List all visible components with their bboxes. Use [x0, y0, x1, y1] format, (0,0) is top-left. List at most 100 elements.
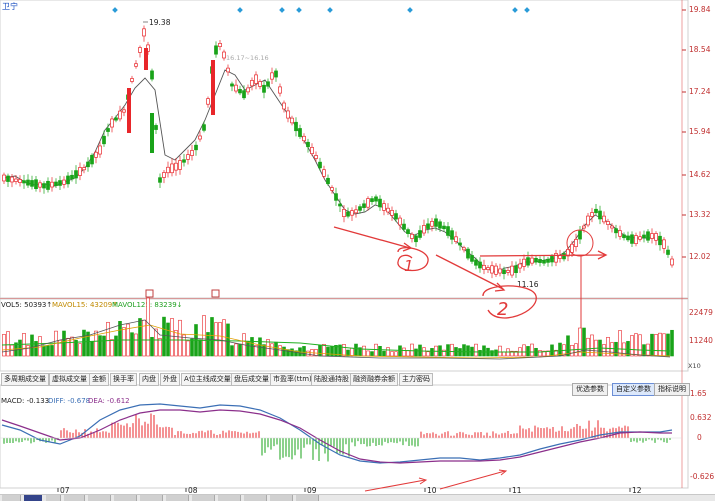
volume-bar — [162, 316, 166, 357]
candle-body — [458, 242, 462, 246]
tab-after-hours-volume[interactable]: 盘后成交量 — [231, 373, 272, 386]
volume-bar — [662, 333, 666, 357]
candle-body — [10, 176, 14, 183]
volume-bar — [222, 319, 226, 357]
info-marker-icon[interactable] — [279, 7, 285, 13]
toolbar-tab[interactable] — [192, 495, 215, 501]
macd-tick-label: 0.632 — [690, 413, 712, 422]
volume-bar — [138, 318, 142, 357]
tab-outer-volume[interactable]: 外盘 — [160, 373, 180, 386]
tab-margin-balance[interactable]: 融资融券余额 — [350, 373, 398, 386]
toolbar-tab[interactable] — [46, 495, 61, 501]
candle-body — [106, 128, 110, 132]
tab-main-force-code[interactable]: 主力密码 — [399, 373, 433, 386]
time-axis: 07 08 09 10 11 12 — [57, 486, 642, 495]
volume-bar — [578, 327, 582, 357]
optimal-params-button[interactable]: 优选参数 — [572, 383, 608, 396]
volume-bar — [638, 334, 642, 357]
candle-body — [454, 236, 458, 242]
candle-body — [174, 162, 178, 171]
candle-body — [94, 151, 98, 158]
price-candles — [2, 25, 674, 280]
volume-bar — [94, 330, 98, 357]
volume-bar — [110, 339, 114, 357]
tab-virtual-volume[interactable]: 虚拟成交量 — [49, 373, 90, 386]
toolbar-tab[interactable] — [24, 495, 42, 501]
volume-bar — [198, 339, 202, 357]
info-marker-icon[interactable] — [512, 7, 518, 13]
candle-body — [262, 84, 266, 93]
volume-bar — [202, 315, 206, 357]
indicator-help-button[interactable]: 指标说明 — [654, 383, 690, 396]
toolbar-tab[interactable] — [88, 495, 111, 501]
candle-body — [34, 179, 38, 189]
volume-bar — [318, 344, 322, 357]
info-marker-icon[interactable] — [237, 7, 243, 13]
event-badge-icon[interactable] — [145, 289, 154, 298]
volume-bar — [462, 344, 466, 357]
macd-tick-label: -0.626 — [690, 472, 714, 481]
tab-northbound-holdings[interactable]: 陆股通持股 — [311, 373, 352, 386]
candle-body — [618, 230, 622, 237]
month-label: 08 — [188, 486, 198, 495]
candle-body — [26, 179, 30, 186]
hand-annotations — [333, 226, 608, 345]
tab-turnover[interactable]: 换手率 — [110, 373, 137, 386]
mavol125-line — [1, 339, 671, 353]
candle-body — [110, 118, 114, 128]
event-badge-icon[interactable] — [211, 289, 220, 298]
info-marker-icon[interactable] — [524, 7, 530, 13]
toolbar-tab[interactable] — [244, 495, 267, 501]
volume-bar — [398, 345, 402, 357]
volume-bar — [82, 329, 86, 357]
toolbar-tab[interactable] — [270, 495, 293, 501]
candle-body — [190, 150, 194, 156]
toolbar-tab[interactable] — [64, 495, 85, 501]
volume-bar — [378, 346, 382, 357]
macd-arrow-2 — [439, 470, 506, 490]
candle-body — [594, 208, 598, 214]
custom-params-button[interactable]: 自定义参数 — [612, 383, 655, 396]
toolbar-tab[interactable] — [140, 495, 163, 501]
macd-axis: 1.65 0.632 0 -0.626 — [690, 389, 714, 481]
tab-amount[interactable]: 金额 — [89, 373, 109, 386]
toolbar-tab[interactable] — [2, 495, 21, 501]
price-ma-line — [3, 69, 666, 273]
month-label: 10 — [427, 486, 437, 495]
info-marker-icon[interactable] — [296, 7, 302, 13]
volume-bar — [442, 349, 446, 357]
volume-bar — [98, 335, 102, 357]
toolbar-tab[interactable] — [218, 495, 241, 501]
macd-arrow-1 — [364, 479, 426, 492]
info-marker-icon[interactable] — [327, 7, 333, 13]
info-marker-icon[interactable] — [112, 7, 118, 13]
tab-pe-ttm[interactable]: 市盈率(ttm) — [270, 373, 315, 386]
tab-inner-volume[interactable]: 内盘 — [139, 373, 159, 386]
toolbar-tab[interactable] — [114, 495, 137, 501]
candle-body — [170, 163, 174, 174]
tab-main-line-volume[interactable]: A位主线成交量 — [181, 373, 234, 386]
candle-body — [294, 121, 298, 132]
info-markers — [112, 7, 530, 13]
volume-bar — [618, 330, 622, 357]
volume-bar — [234, 343, 238, 357]
volume-bar — [270, 343, 274, 357]
info-marker-icon[interactable] — [407, 7, 413, 13]
toolbar-tab[interactable] — [296, 495, 319, 501]
volume-bar — [490, 350, 494, 357]
volume-bar — [178, 319, 182, 357]
tab-multi-period-volume[interactable]: 多周期成交量 — [1, 373, 49, 386]
candle-body — [74, 170, 78, 179]
volume-bar — [238, 343, 242, 357]
candle-body — [254, 74, 258, 84]
volume-bar — [478, 350, 482, 357]
volume-axis: 22479 11240 — [689, 308, 713, 345]
volume-bar — [282, 346, 286, 357]
candle-body — [362, 203, 366, 208]
candle-body — [634, 235, 638, 245]
candle-body — [130, 78, 134, 82]
volume-bar — [426, 351, 430, 357]
volume-bar — [510, 350, 514, 357]
toolbar-tab[interactable] — [166, 495, 189, 501]
candle-body — [366, 198, 370, 208]
